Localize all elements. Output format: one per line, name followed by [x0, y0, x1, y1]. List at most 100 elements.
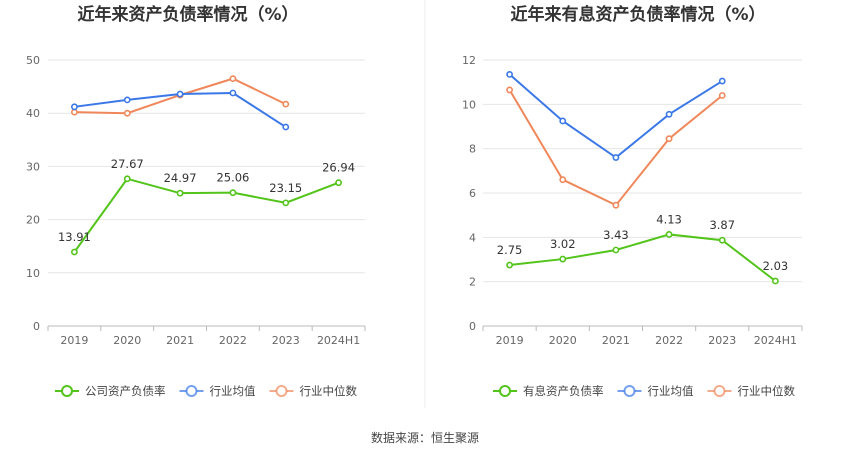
x-tick-label: 2020 [113, 334, 141, 347]
series-line [508, 89, 723, 207]
data-point [229, 189, 237, 197]
data-point [123, 109, 131, 117]
data-label: 23.15 [269, 181, 302, 195]
legend-label: 有息资产负债率 [523, 384, 604, 398]
data-label: 4.13 [656, 212, 682, 226]
legend-swatch-marker [623, 385, 636, 397]
data-label: 24.97 [164, 171, 197, 185]
chart-title: 近年来有息资产负债率情况（%） [510, 4, 765, 25]
data-point [718, 77, 726, 85]
series-industry-median [506, 86, 726, 209]
x-tick-label: 2024H1 [754, 334, 797, 347]
legend-label: 行业中位数 [738, 384, 796, 398]
series-main: 2.75 3.02 3.43 4.13 3.87 2.03 [497, 212, 789, 285]
data-point [229, 89, 237, 97]
y-tick-label: 10 [462, 98, 476, 111]
data-point [71, 248, 78, 256]
data-point [176, 90, 184, 98]
y-tick-label: 20 [26, 214, 40, 227]
data-point [559, 255, 567, 263]
data-point [718, 92, 726, 99]
data-point [612, 246, 620, 254]
data-point [123, 96, 131, 104]
series-main: 13.91 27.67 24.97 25.06 23.15 26.94 [58, 157, 355, 256]
data-point [718, 236, 726, 244]
chart-title: 近年来资产负债率情况（%） [77, 4, 298, 25]
y-tick-label: 2 [469, 276, 476, 289]
y-tick-label: 12 [462, 54, 476, 67]
data-point [506, 71, 513, 78]
x-tick-label: 2023 [272, 334, 300, 347]
y-tick-label: 0 [33, 320, 40, 333]
data-point [123, 175, 131, 183]
data-label: 27.67 [111, 157, 144, 171]
data-label: 13.91 [58, 230, 91, 244]
series-line [73, 177, 339, 253]
data-point [506, 261, 513, 269]
data-point [559, 176, 567, 184]
data-point [282, 199, 290, 207]
y-tick-label: 40 [26, 107, 40, 120]
data-point [665, 135, 673, 143]
data-point [229, 75, 237, 83]
data-point [71, 108, 78, 116]
data-label: 3.43 [603, 228, 629, 242]
legend-item[interactable]: 行业均值 [179, 384, 256, 398]
data-point [282, 100, 290, 108]
data-point [772, 277, 779, 285]
y-tick-label: 0 [469, 320, 476, 333]
data-point [665, 110, 673, 118]
legend-label: 行业中位数 [300, 384, 358, 398]
debt-ratio-chart: 近年来资产负债率情况（%） 0 10 20 30 40 50 2019 2020 2021 202… [26, 4, 366, 398]
data-label: 3.02 [550, 237, 576, 251]
legend-swatch-marker [185, 385, 198, 397]
x-tick-label: 2022 [219, 334, 247, 347]
y-tick-label: 4 [469, 231, 476, 244]
legend-item[interactable]: 公司资产负债率 [55, 384, 166, 398]
data-point [612, 154, 620, 161]
legend-swatch-marker [499, 385, 511, 397]
data-point [71, 103, 78, 111]
interest-debt-ratio-chart: 近年来有息资产负债率情况（%） 0 2 4 6 8 10 12 2019 2020 2021 202… [462, 4, 803, 398]
data-point [612, 201, 620, 209]
y-tick-label: 50 [26, 54, 40, 67]
data-point [506, 86, 513, 94]
x-tick-label: 2019 [496, 334, 524, 347]
x-tick-label: 2019 [60, 334, 88, 347]
legend-label: 公司资产负债率 [85, 384, 166, 398]
x-tick-label: 2021 [166, 334, 194, 347]
legend-item[interactable]: 行业中位数 [707, 384, 796, 398]
series-line [509, 233, 777, 282]
x-tick-label: 2023 [708, 334, 736, 347]
data-label: 25.06 [216, 171, 249, 185]
legend-swatch-marker [61, 385, 73, 397]
series-industry-average [506, 71, 726, 161]
data-point [176, 189, 184, 197]
data-point [282, 123, 290, 131]
series-industry-average [71, 89, 290, 131]
x-tick-label: 2022 [655, 334, 683, 347]
data-point [335, 179, 342, 187]
x-tick-label: 2020 [549, 334, 577, 347]
data-label: 2.03 [763, 259, 789, 273]
data-label: 26.94 [322, 161, 355, 175]
x-tick-label: 2024H1 [317, 334, 360, 347]
legend-label: 行业均值 [210, 384, 256, 398]
legend-item[interactable]: 有息资产负债率 [493, 384, 604, 398]
data-source-note: 数据来源：恒生聚源 [371, 430, 479, 445]
y-tick-label: 10 [26, 267, 40, 280]
x-tick-label: 2021 [602, 334, 630, 347]
legend-swatch-marker [275, 385, 288, 397]
legend-item[interactable]: 行业中位数 [269, 384, 358, 398]
data-label: 3.87 [709, 218, 735, 232]
y-tick-label: 6 [469, 187, 476, 200]
legend-swatch-marker [713, 385, 726, 397]
y-tick-label: 8 [469, 143, 476, 156]
data-point [665, 231, 673, 238]
data-point [559, 117, 567, 125]
data-label: 2.75 [497, 243, 523, 257]
legend-label: 行业均值 [648, 384, 694, 398]
legend-item[interactable]: 行业均值 [617, 384, 694, 398]
y-tick-label: 30 [26, 160, 40, 173]
